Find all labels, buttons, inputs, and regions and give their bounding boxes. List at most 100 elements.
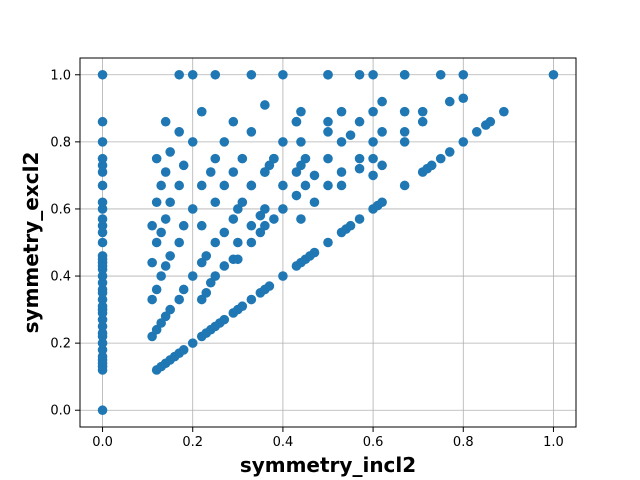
data-point	[174, 127, 184, 137]
data-point	[309, 247, 320, 258]
data-point	[147, 294, 157, 305]
data-point	[264, 281, 275, 291]
data-point	[174, 237, 184, 248]
data-point	[156, 271, 166, 281]
y-tick-label: 0.4	[50, 270, 71, 285]
data-point	[278, 271, 288, 281]
data-point	[354, 163, 365, 174]
data-point	[178, 220, 189, 231]
data-point	[165, 197, 175, 208]
data-point	[147, 220, 157, 231]
data-point	[97, 197, 108, 208]
data-point	[269, 214, 279, 224]
data-point	[97, 227, 108, 238]
data-point	[323, 127, 333, 137]
data-point	[260, 100, 270, 110]
data-point	[210, 69, 221, 80]
data-point	[97, 321, 108, 332]
data-point	[97, 214, 108, 224]
data-point	[151, 237, 162, 248]
data-point	[377, 127, 387, 137]
data-point	[336, 167, 347, 177]
data-point	[368, 69, 378, 80]
data-point	[472, 127, 482, 137]
data-point	[156, 180, 166, 191]
data-point	[219, 180, 230, 191]
data-point	[417, 106, 428, 117]
data-point	[97, 251, 108, 261]
data-point	[151, 197, 162, 208]
data-point	[417, 116, 428, 127]
data-point	[97, 405, 108, 416]
data-point	[246, 180, 257, 191]
data-point	[196, 180, 207, 191]
data-point	[97, 220, 108, 231]
x-tick-label: 0.2	[182, 435, 203, 450]
data-point	[97, 328, 108, 338]
data-point	[97, 153, 108, 164]
data-point	[187, 204, 198, 214]
data-point	[246, 69, 257, 80]
data-point	[260, 204, 270, 214]
data-point	[323, 153, 333, 164]
data-point	[278, 69, 288, 80]
data-point	[210, 271, 221, 281]
data-point	[97, 277, 108, 288]
data-point	[97, 294, 108, 305]
data-point	[196, 220, 207, 231]
y-tick-label: 0.8	[50, 135, 71, 150]
data-point	[377, 197, 387, 208]
data-point	[368, 153, 378, 164]
data-point	[228, 214, 239, 224]
data-point	[219, 314, 230, 325]
data-point	[97, 345, 108, 355]
data-point	[246, 127, 257, 137]
data-point	[296, 106, 306, 117]
data-point	[426, 160, 437, 171]
data-point	[368, 170, 378, 181]
data-point	[291, 116, 302, 127]
data-point	[336, 106, 347, 117]
data-point	[237, 197, 248, 208]
data-point	[354, 69, 365, 80]
data-point	[174, 69, 184, 80]
data-point	[309, 197, 320, 208]
data-point	[458, 69, 469, 80]
data-point	[399, 137, 410, 147]
data-point	[269, 153, 279, 164]
data-point	[548, 69, 559, 80]
x-tick-label: 1.0	[543, 435, 564, 450]
data-point	[444, 96, 455, 107]
data-point	[178, 284, 189, 295]
data-point	[399, 127, 410, 137]
y-tick-label: 0.6	[50, 202, 71, 217]
data-point	[246, 237, 257, 248]
data-point	[399, 106, 410, 117]
data-point	[187, 137, 198, 147]
y-tick-label: 1.0	[50, 68, 71, 83]
data-point	[97, 314, 108, 325]
data-point	[278, 180, 288, 191]
y-axis-label: symmetry_excl2	[19, 152, 43, 334]
data-point	[201, 251, 212, 261]
data-point	[300, 180, 311, 191]
data-point	[210, 153, 221, 164]
data-point	[147, 257, 157, 268]
data-point	[97, 69, 108, 80]
data-point	[296, 214, 306, 224]
data-point	[377, 96, 387, 107]
data-point	[97, 301, 108, 312]
data-point	[399, 69, 410, 80]
data-point	[178, 345, 189, 355]
y-tick-label: 0.2	[50, 337, 71, 352]
axis-ticks: 0.0 0.2 0.4 0.6 0.8 1.0 0.0 0.2 0.4 0.6 0.8 1.0	[50, 68, 563, 450]
data-point	[323, 237, 333, 248]
x-tick-label: 0.8	[453, 435, 474, 450]
data-point	[97, 116, 108, 127]
x-tick-label: 0.4	[273, 435, 294, 450]
data-point	[165, 304, 175, 315]
data-point	[196, 106, 207, 117]
plot-area-frame	[79, 57, 577, 428]
data-point	[233, 254, 243, 265]
